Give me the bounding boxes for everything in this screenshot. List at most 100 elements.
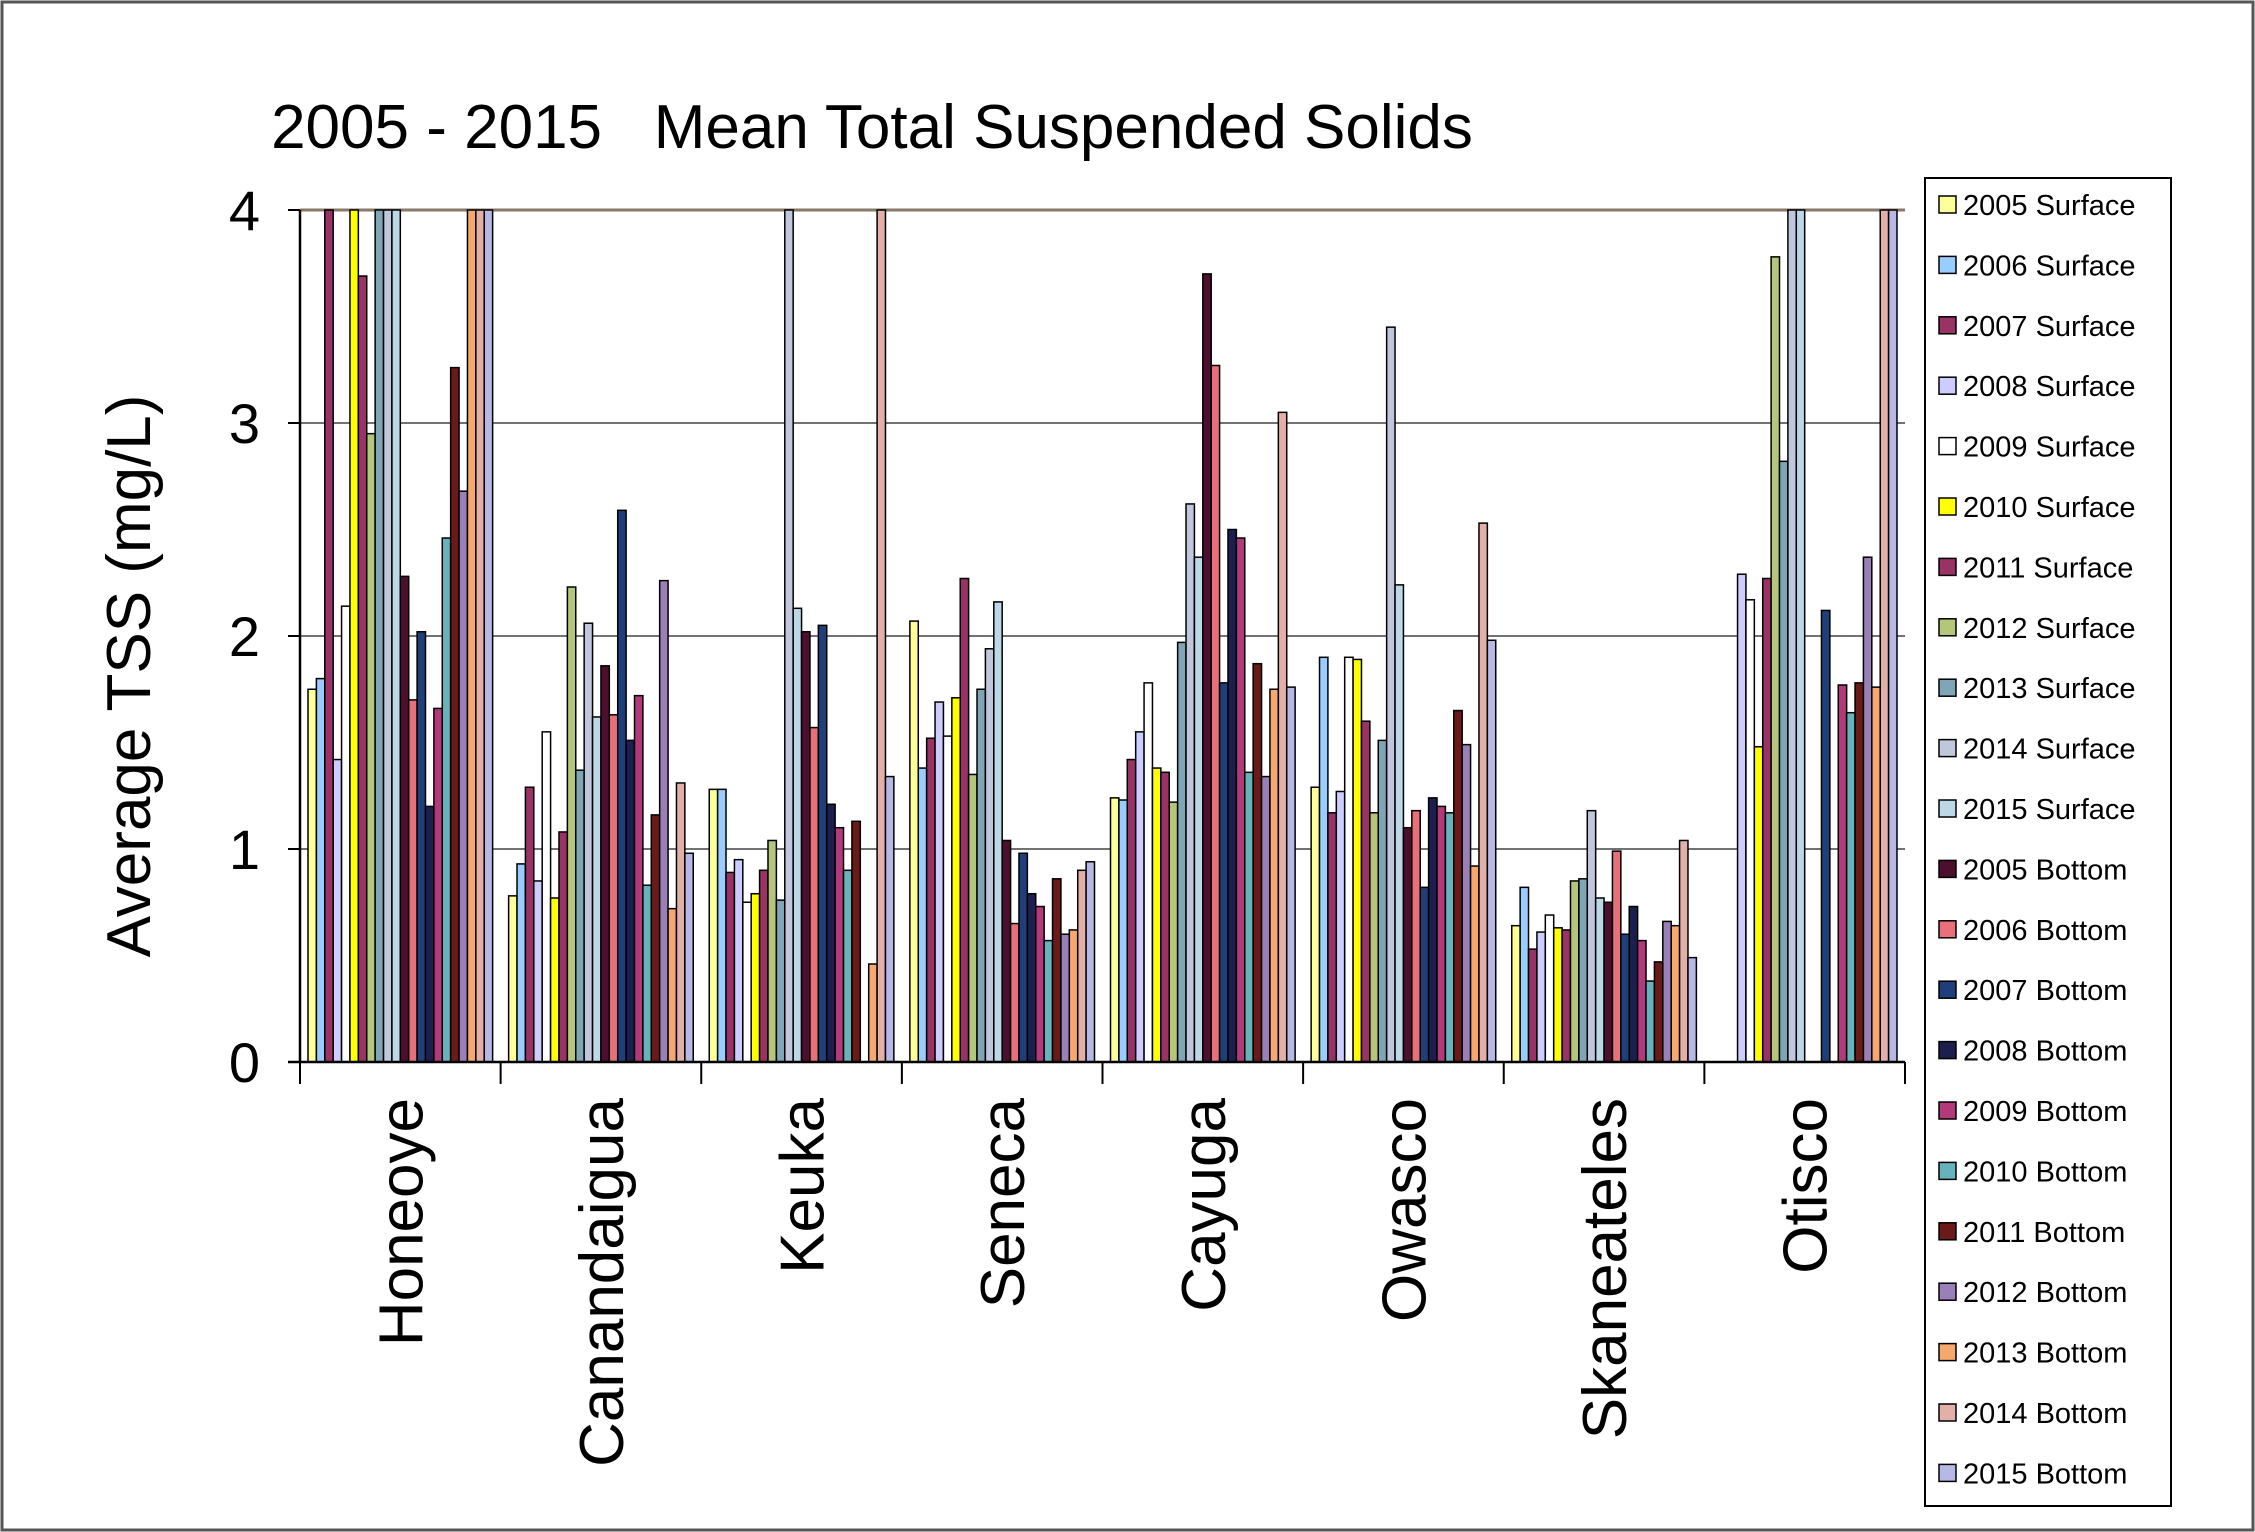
legend: 2005 Surface 2006 Surface 2007 Surface 2008… — [1924, 177, 2172, 1507]
legend-label: 2010 Bottom — [1963, 1156, 2127, 1188]
bar — [391, 209, 402, 1063]
bar — [1068, 929, 1079, 1063]
bar — [1385, 326, 1396, 1063]
y-tick-labels: 0 1 2 3 4 — [229, 179, 260, 1094]
bar — [1168, 801, 1179, 1063]
bar — [466, 209, 477, 1063]
bar — [1176, 641, 1187, 1063]
bar — [1060, 933, 1071, 1063]
legend-label: 2008 Surface — [1963, 371, 2136, 403]
bar — [1511, 924, 1521, 1063]
bar — [1252, 662, 1263, 1063]
bar — [399, 575, 410, 1063]
bar — [1444, 812, 1455, 1063]
bar — [658, 579, 669, 1063]
legend-swatch — [1938, 1222, 1957, 1241]
bar — [1787, 209, 1798, 1063]
bar — [1837, 684, 1848, 1063]
bar — [1143, 682, 1154, 1063]
bar — [458, 490, 469, 1063]
bar — [750, 892, 761, 1063]
legend-swatch — [1938, 678, 1957, 697]
bar — [1736, 573, 1747, 1063]
bar — [1352, 658, 1363, 1063]
bar — [884, 775, 895, 1063]
bar — [825, 803, 836, 1063]
bar — [742, 901, 752, 1063]
bar — [1269, 688, 1280, 1063]
bar — [1879, 209, 1890, 1063]
legend-label: 2009 Bottom — [1963, 1096, 2127, 1128]
bar — [424, 805, 435, 1063]
bar — [382, 209, 393, 1063]
bar — [1552, 927, 1563, 1063]
bar — [1151, 767, 1162, 1063]
bar — [1628, 905, 1639, 1063]
bar — [549, 897, 560, 1063]
legend-swatch — [1938, 1101, 1957, 1120]
bar — [667, 907, 678, 1063]
bar — [1761, 577, 1772, 1063]
bar — [1335, 790, 1346, 1063]
bar — [541, 731, 552, 1063]
y-tick-label: 1 — [229, 818, 260, 881]
legend-label: 2008 Bottom — [1963, 1036, 2127, 1068]
bar — [1377, 739, 1388, 1063]
bar — [1436, 805, 1447, 1063]
bar — [633, 694, 644, 1063]
bar — [1427, 797, 1438, 1063]
legend-swatch — [1938, 859, 1957, 879]
legend-label: 2006 Bottom — [1963, 915, 2127, 947]
bar — [1569, 880, 1580, 1063]
category-label: Owasco — [1370, 1098, 1439, 1322]
bar — [959, 577, 970, 1063]
legend-swatch — [1938, 436, 1957, 456]
legend-swatch — [1938, 1403, 1957, 1422]
bar — [842, 869, 853, 1063]
legend-swatch — [1938, 1342, 1957, 1362]
bar — [1185, 503, 1196, 1063]
legend-swatch — [1938, 255, 1957, 275]
bar — [575, 769, 585, 1063]
bar — [307, 688, 318, 1063]
bar — [1461, 743, 1472, 1063]
bar — [867, 963, 878, 1063]
category-label: Keuka — [769, 1097, 838, 1273]
category-label: Skaneateles — [1571, 1098, 1640, 1439]
bar — [1678, 839, 1689, 1063]
bar — [1343, 656, 1354, 1063]
bar — [1653, 961, 1664, 1063]
bar — [976, 688, 987, 1063]
bar — [1310, 786, 1321, 1063]
bar — [917, 767, 928, 1063]
bar — [1285, 686, 1296, 1063]
bar — [625, 739, 636, 1063]
bar — [1076, 869, 1087, 1063]
bar — [433, 707, 444, 1063]
bar — [1578, 878, 1589, 1063]
bar — [1753, 746, 1764, 1063]
bar — [374, 209, 385, 1063]
bar — [332, 758, 343, 1063]
bar — [1854, 682, 1865, 1063]
bar — [800, 630, 811, 1063]
category-label: Seneca — [969, 1097, 1038, 1308]
legend-label: 2015 Surface — [1963, 794, 2136, 826]
bar — [1260, 775, 1271, 1063]
bar — [758, 869, 769, 1063]
bar — [1085, 861, 1096, 1063]
bar — [1318, 656, 1329, 1063]
bar — [708, 788, 719, 1063]
bar — [1770, 256, 1781, 1063]
bar — [1018, 852, 1029, 1063]
bar — [608, 714, 619, 1063]
legend-swatch — [1938, 316, 1957, 335]
legend-label: 2006 Surface — [1963, 250, 2136, 282]
bar — [524, 786, 535, 1063]
bar — [1227, 528, 1238, 1063]
bar — [1586, 809, 1597, 1063]
bar — [1218, 682, 1229, 1063]
y-tick-label: 0 — [229, 1031, 260, 1094]
